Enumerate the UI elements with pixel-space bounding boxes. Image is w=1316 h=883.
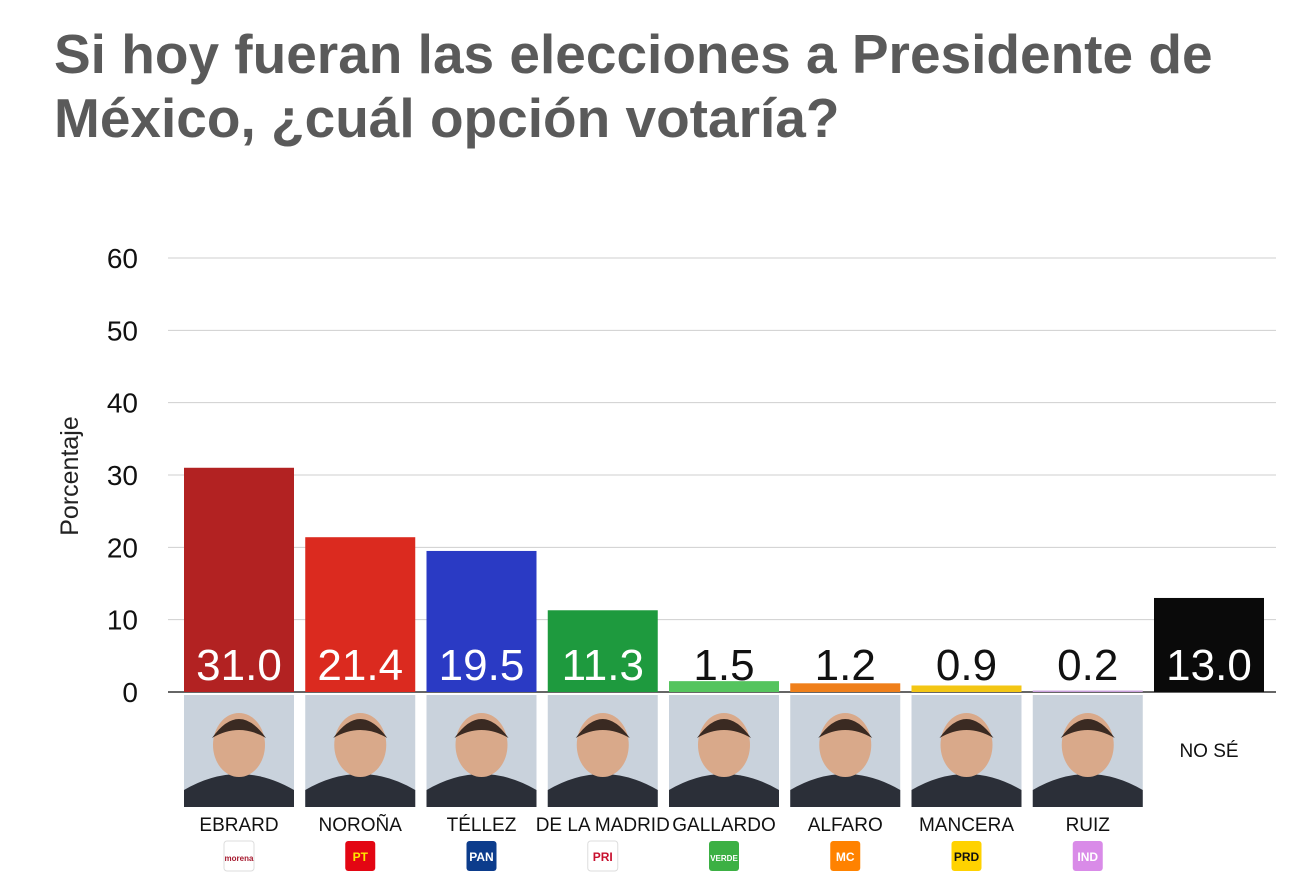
party-logo-text: PT — [353, 850, 369, 864]
bar-value-label: 19.5 — [439, 641, 525, 690]
party-logo-text: morena — [225, 854, 254, 863]
candidate-photo — [547, 695, 658, 807]
party-logo-text: VERDE — [710, 854, 738, 863]
photo-shoulders — [305, 774, 416, 807]
photo-shoulders — [911, 774, 1022, 807]
candidate-photo — [305, 695, 416, 807]
party-logo-text: PRI — [593, 850, 613, 864]
party-logo-badge — [709, 841, 739, 871]
photo-shoulders — [184, 774, 294, 807]
photo-hair — [1060, 719, 1115, 738]
y-axis-label: Porcentaje — [56, 416, 84, 536]
category-label: NOROÑA — [319, 814, 403, 836]
bar-value-label: 0.9 — [936, 641, 997, 690]
bar — [1032, 690, 1143, 692]
y-tick-label: 20 — [107, 532, 138, 563]
candidate-photos — [184, 695, 1143, 807]
bar — [790, 683, 901, 692]
photo-hair — [818, 719, 873, 738]
category-label: GALLARDO — [672, 815, 775, 836]
party-logo-text: PRD — [954, 850, 980, 864]
chart-title: Si hoy fueran las elecciones a President… — [54, 23, 1213, 149]
party-logo: PRI — [587, 840, 619, 872]
bar-value-label: 13.0 — [1166, 641, 1252, 690]
party-logo-badge — [830, 841, 861, 871]
party-logo-badge — [223, 840, 255, 872]
party-logo-badge — [466, 841, 497, 871]
bar-value-label: 11.3 — [562, 641, 644, 690]
bar — [184, 467, 294, 692]
candidate-photo — [669, 695, 779, 807]
photo-shoulders — [547, 774, 658, 807]
party-logo: PAN — [466, 841, 497, 871]
photo-hair — [454, 719, 509, 738]
photo-hair — [575, 719, 630, 738]
bar — [1154, 597, 1264, 692]
candidate-photo — [1032, 695, 1143, 807]
y-tick-label: 50 — [107, 315, 138, 346]
category-label: MANCERA — [919, 815, 1014, 836]
y-tick-label: 30 — [107, 460, 138, 491]
bar — [305, 537, 416, 692]
party-logo: PT — [345, 841, 376, 871]
photo-shoulders — [1032, 774, 1143, 807]
bar-value-label: 1.2 — [815, 641, 876, 690]
photo-hair — [333, 719, 388, 738]
candidate-photo — [426, 695, 537, 807]
party-logo-text: IND — [1077, 850, 1098, 864]
party-logo-badge — [345, 841, 376, 871]
bar — [426, 550, 537, 692]
y-axis-ticks: 0 10 20 30 40 50 60 — [107, 243, 138, 708]
category-label: ALFARO — [808, 815, 883, 836]
bar — [911, 685, 1022, 692]
y-tick-label: 10 — [107, 605, 138, 636]
bar-value-label: 31.0 — [196, 641, 282, 690]
category-label: DE LA MADRID — [536, 815, 670, 836]
party-logo: PRD — [951, 841, 982, 871]
category-label: NO SÉ — [1179, 741, 1238, 762]
bar-value-label: 1.5 — [693, 641, 754, 690]
photo-shoulders — [669, 774, 779, 807]
category-label: TÉLLEZ — [447, 815, 517, 836]
y-tick-label: 0 — [122, 677, 138, 708]
party-logo-badge — [951, 841, 982, 871]
category-labels: EBRARD NOROÑA TÉLLEZ DE LA MADRID GALLARDO AL… — [199, 741, 1238, 836]
candidate-photo — [790, 695, 901, 807]
bar-value-label: 21.4 — [317, 641, 403, 690]
y-tick-label: 40 — [107, 388, 138, 419]
photo-hair — [939, 719, 994, 738]
party-logo: MC — [830, 841, 861, 871]
photo-hair — [212, 719, 266, 738]
y-tick-label: 60 — [107, 243, 138, 274]
candidate-photo — [911, 695, 1022, 807]
party-logo: VERDE — [709, 841, 739, 871]
party-logo-badge — [1072, 841, 1103, 871]
photo-shoulders — [426, 774, 537, 807]
party-logo: morena — [223, 840, 255, 872]
party-logo-text: MC — [836, 850, 855, 864]
bars: 31.0 21.4 19.5 11.3 1.5 1.2 0.9 0.2 13.0 — [184, 467, 1264, 692]
party-logo-badge — [587, 840, 619, 872]
party-logo-text: PAN — [469, 850, 493, 864]
photo-shoulders — [790, 774, 901, 807]
candidate-photo — [184, 695, 294, 807]
bar — [669, 681, 779, 692]
photo-hair — [697, 719, 751, 738]
bar-value-label: 0.2 — [1057, 641, 1118, 690]
category-label: EBRARD — [199, 815, 278, 836]
party-logo: IND — [1072, 841, 1103, 871]
category-label: RUIZ — [1066, 815, 1111, 836]
party-logos: morena PT PAN PRI VERDE MC PRD IND — [223, 840, 1103, 872]
bar — [547, 610, 658, 692]
